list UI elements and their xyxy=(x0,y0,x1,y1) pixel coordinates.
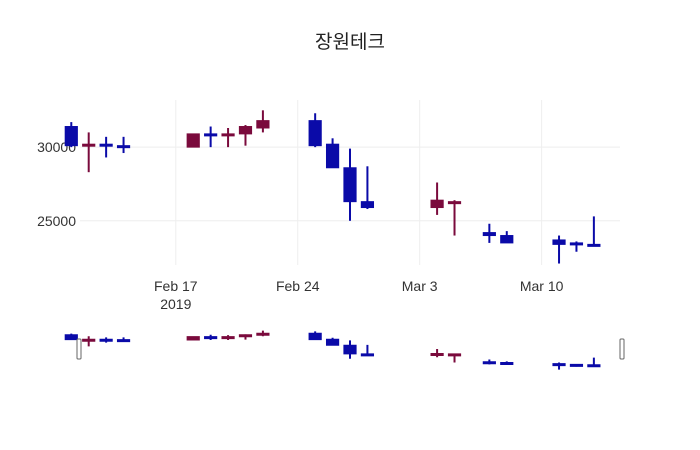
main-candle[interactable] xyxy=(360,166,375,210)
slider-candle-body xyxy=(99,338,113,342)
main-candle-body xyxy=(186,133,200,148)
slider-candle-body xyxy=(500,362,514,365)
main-candle[interactable] xyxy=(204,126,218,148)
slider-candle[interactable] xyxy=(482,359,496,365)
slider-candle[interactable] xyxy=(99,337,113,343)
main-candle-body xyxy=(238,126,253,135)
main-candle[interactable] xyxy=(569,241,584,252)
main-candle-body xyxy=(447,201,462,205)
main-candle-body xyxy=(482,232,496,237)
slider-candle-body xyxy=(325,338,340,346)
main-candle-body xyxy=(325,143,340,169)
slider-candle-body xyxy=(587,364,601,368)
main-candle-body xyxy=(552,239,566,245)
main-candle[interactable] xyxy=(99,136,113,158)
slider-candle[interactable] xyxy=(552,362,566,370)
main-candle[interactable] xyxy=(64,122,78,148)
slider-candle-body xyxy=(204,336,218,340)
main-candle-body xyxy=(256,120,270,129)
main-candle-body xyxy=(221,133,235,137)
slider-candle-body xyxy=(360,353,375,357)
x-tick-label: Feb 17 xyxy=(154,278,198,294)
slider-candle[interactable] xyxy=(500,361,514,365)
x-tick-label: Mar 3 xyxy=(402,278,438,294)
main-candle-body xyxy=(116,145,131,149)
main-candle-body xyxy=(587,243,601,247)
main-candle-body xyxy=(500,235,514,244)
main-candle-body xyxy=(64,126,78,147)
main-candle[interactable] xyxy=(482,223,496,243)
main-candle-body xyxy=(204,133,218,137)
range-slider[interactable] xyxy=(64,330,625,370)
main-candle[interactable] xyxy=(500,231,514,244)
slider-candle[interactable] xyxy=(186,336,200,341)
slider-candle-body xyxy=(308,332,322,341)
main-candle-body xyxy=(82,143,96,147)
x-axis-ticks: Feb 17 2019 Feb 24 Mar 3 Mar 10 xyxy=(154,278,564,312)
slider-candle[interactable] xyxy=(256,330,270,337)
slider-candle[interactable] xyxy=(569,363,584,367)
slider-candle[interactable] xyxy=(204,334,218,340)
main-candle-body xyxy=(360,201,375,209)
slider-candle-body xyxy=(552,363,566,367)
main-candle[interactable] xyxy=(343,148,357,221)
range-slider-left-handle[interactable] xyxy=(76,338,82,360)
main-candle-body xyxy=(430,199,444,209)
slider-candle-body xyxy=(447,353,462,357)
slider-candle[interactable] xyxy=(82,336,96,347)
main-candle[interactable] xyxy=(325,138,340,169)
slider-candle[interactable] xyxy=(447,353,462,363)
x-tick-label: Feb 24 xyxy=(276,278,320,294)
main-candle[interactable] xyxy=(82,132,96,173)
slider-candle[interactable] xyxy=(221,335,235,340)
slider-candle-body xyxy=(430,353,444,356)
main-candle[interactable] xyxy=(116,136,131,154)
main-candle-body xyxy=(343,167,357,203)
slider-candle[interactable] xyxy=(325,337,340,346)
slider-candle[interactable] xyxy=(343,340,357,359)
slider-candle[interactable] xyxy=(360,344,375,357)
slider-candle-body xyxy=(238,334,253,338)
slider-candle-body xyxy=(116,339,131,343)
slider-candle[interactable] xyxy=(64,333,78,341)
slider-candle-body xyxy=(256,332,270,336)
range-slider-right-handle[interactable] xyxy=(619,338,625,360)
main-candle-body xyxy=(569,242,584,246)
slider-candle[interactable] xyxy=(116,337,131,343)
main-candle[interactable] xyxy=(256,110,270,133)
chart-title: 장원테크 xyxy=(315,31,385,53)
slider-candle[interactable] xyxy=(308,331,322,341)
slider-candle[interactable] xyxy=(587,357,601,368)
slider-candle-body xyxy=(64,334,78,341)
main-candle[interactable] xyxy=(587,216,601,247)
slider-candle-body xyxy=(186,336,200,341)
x-tick-year-label: 2019 xyxy=(160,296,191,312)
y-tick-label: 25000 xyxy=(37,213,76,229)
slider-candle-body xyxy=(221,336,235,340)
main-candle-body xyxy=(99,143,113,147)
x-tick-label: Mar 10 xyxy=(520,278,564,294)
slider-candle-body xyxy=(343,344,357,355)
main-candle[interactable] xyxy=(447,200,462,236)
main-candle[interactable] xyxy=(552,235,566,264)
slider-candle-body xyxy=(482,361,496,365)
main-candle[interactable] xyxy=(221,127,235,148)
main-candles[interactable] xyxy=(64,110,601,264)
slider-candle[interactable] xyxy=(430,349,444,358)
main-candle[interactable] xyxy=(238,125,253,146)
main-candle[interactable] xyxy=(186,133,200,148)
main-candle-body xyxy=(308,120,322,147)
main-candle[interactable] xyxy=(308,113,322,148)
main-candle[interactable] xyxy=(430,182,444,215)
slider-candle[interactable] xyxy=(238,334,253,340)
slider-candle-body xyxy=(82,338,96,342)
slider-candle-body xyxy=(569,363,584,367)
